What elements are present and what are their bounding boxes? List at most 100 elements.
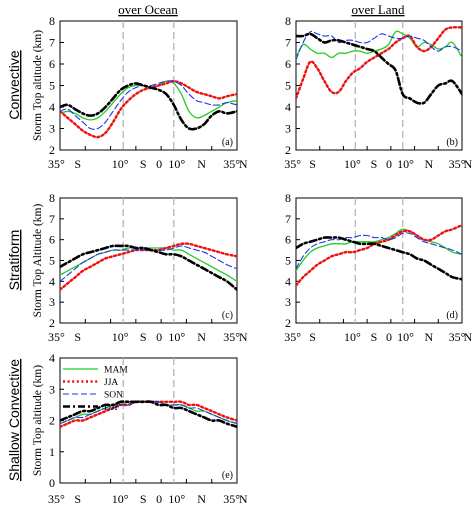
row-title: Shallow Convective: [6, 359, 22, 481]
y-axis-label: Storm Top Altitude (km): [32, 204, 44, 318]
legend-label: DJF: [104, 403, 120, 413]
y-tick-label: 8: [285, 191, 291, 205]
x-tick-label: N: [197, 330, 206, 344]
y-tick-label: 4: [49, 100, 55, 114]
legend-label: MAM: [104, 366, 128, 376]
y-tick-label: 8: [49, 191, 55, 205]
y-tick-label: 2: [49, 143, 55, 157]
panel-tag: (d): [446, 310, 458, 321]
y-tick-label: 6: [285, 233, 291, 247]
y-tick-label: 6: [49, 233, 55, 247]
x-tick-label: 35°: [223, 330, 240, 344]
plot-frame: [59, 20, 238, 151]
y-tick-label: 1: [49, 445, 55, 459]
column-title: over Land: [351, 2, 405, 17]
x-tick-label: 10°: [168, 492, 185, 506]
series-line-mam: [296, 228, 462, 272]
x-tick-label: 10°: [112, 492, 129, 506]
series-line-djf: [60, 244, 237, 291]
y-tick-label: 3: [285, 295, 291, 309]
series-line-jja: [296, 26, 462, 100]
x-tick-label: 35°: [449, 330, 466, 344]
x-tick-label: S: [371, 157, 378, 171]
y-axis-label: Storm Top altitude (km): [32, 365, 44, 476]
y-tick-label: 5: [49, 79, 55, 93]
legend: MAM JJA SON DJF: [63, 366, 128, 413]
x-tick-label: S: [74, 330, 81, 344]
y-axis-label: Storm Top altitude (km): [32, 30, 44, 141]
y-tick-label: 3: [49, 295, 55, 309]
x-tick-label: S: [309, 157, 316, 171]
x-tick-label: 0: [156, 330, 162, 344]
row-title: Stratiform: [6, 230, 22, 291]
y-tick-label: 5: [49, 254, 55, 268]
x-tick-label: 0: [156, 492, 162, 506]
x-tick-label: N: [239, 157, 248, 171]
x-tick-label: N: [197, 157, 206, 171]
series-line-djf: [60, 82, 237, 131]
x-tick-label: S: [309, 330, 316, 344]
y-tick-label: 2: [285, 143, 291, 157]
x-tick-label: N: [239, 492, 248, 506]
x-tick-label: 10°: [112, 157, 129, 171]
panel-tag: (e): [222, 470, 233, 481]
y-tick-label: 7: [285, 212, 291, 226]
series-line-son: [296, 30, 462, 61]
x-tick-label: 10°: [112, 330, 129, 344]
x-tick-label: N: [463, 157, 472, 171]
series-line-djf: [60, 400, 237, 429]
series-line-son: [60, 245, 237, 282]
x-tick-label: 10°: [344, 157, 361, 171]
row-title: Convective: [6, 50, 22, 119]
x-tick-label: S: [74, 492, 81, 506]
y-tick-label: 6: [49, 57, 55, 71]
y-tick-label: 7: [285, 36, 291, 50]
panel-tag: (c): [222, 310, 233, 321]
series-line-jja: [60, 80, 237, 139]
y-tick-label: 5: [285, 254, 291, 268]
x-tick-label: N: [197, 492, 206, 506]
y-tick-label: 2: [285, 316, 291, 330]
x-tick-label: 35°: [48, 157, 65, 171]
x-tick-label: 0: [386, 330, 392, 344]
plot-frame: [295, 197, 463, 324]
x-tick-label: S: [140, 157, 147, 171]
series-line-djf: [296, 32, 462, 105]
x-tick-label: 35°: [284, 157, 301, 171]
y-tick-label: 8: [285, 14, 291, 28]
y-tick-label: 2: [49, 316, 55, 330]
x-tick-label: 35°: [449, 157, 466, 171]
x-tick-label: N: [424, 157, 433, 171]
x-tick-label: 10°: [168, 157, 185, 171]
legend-label: JJA: [104, 378, 118, 388]
y-tick-label: 4: [285, 100, 291, 114]
x-tick-label: 10°: [397, 330, 414, 344]
y-tick-label: 6: [285, 57, 291, 71]
column-title: over Ocean: [118, 2, 178, 17]
y-tick-label: 2: [49, 414, 55, 428]
series-line-djf: [296, 236, 462, 281]
x-tick-label: 10°: [344, 330, 361, 344]
x-tick-label: S: [140, 492, 147, 506]
y-tick-label: 4: [49, 274, 55, 288]
x-tick-label: S: [371, 330, 378, 344]
y-tick-label: 5: [285, 79, 291, 93]
x-tick-label: N: [424, 330, 433, 344]
panel-tag: (b): [446, 137, 458, 148]
x-tick-label: 35°: [223, 157, 240, 171]
y-tick-label: 8: [49, 14, 55, 28]
x-tick-label: S: [140, 330, 147, 344]
series-line-mam: [296, 30, 462, 59]
x-tick-label: 10°: [397, 157, 414, 171]
y-tick-label: 7: [49, 36, 55, 50]
x-tick-label: N: [239, 330, 248, 344]
series-line-jja: [296, 223, 462, 287]
x-tick-label: 0: [156, 157, 162, 171]
x-tick-label: N: [463, 330, 472, 344]
